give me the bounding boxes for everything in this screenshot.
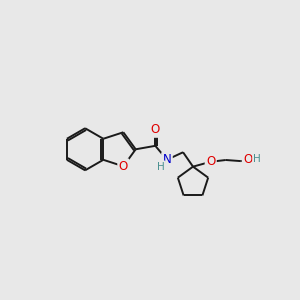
- Text: H: H: [253, 154, 260, 164]
- Text: N: N: [163, 153, 171, 166]
- Text: H: H: [157, 162, 165, 172]
- Text: O: O: [206, 155, 215, 168]
- Text: O: O: [151, 123, 160, 136]
- Text: O: O: [119, 160, 128, 173]
- Text: O: O: [243, 153, 252, 166]
